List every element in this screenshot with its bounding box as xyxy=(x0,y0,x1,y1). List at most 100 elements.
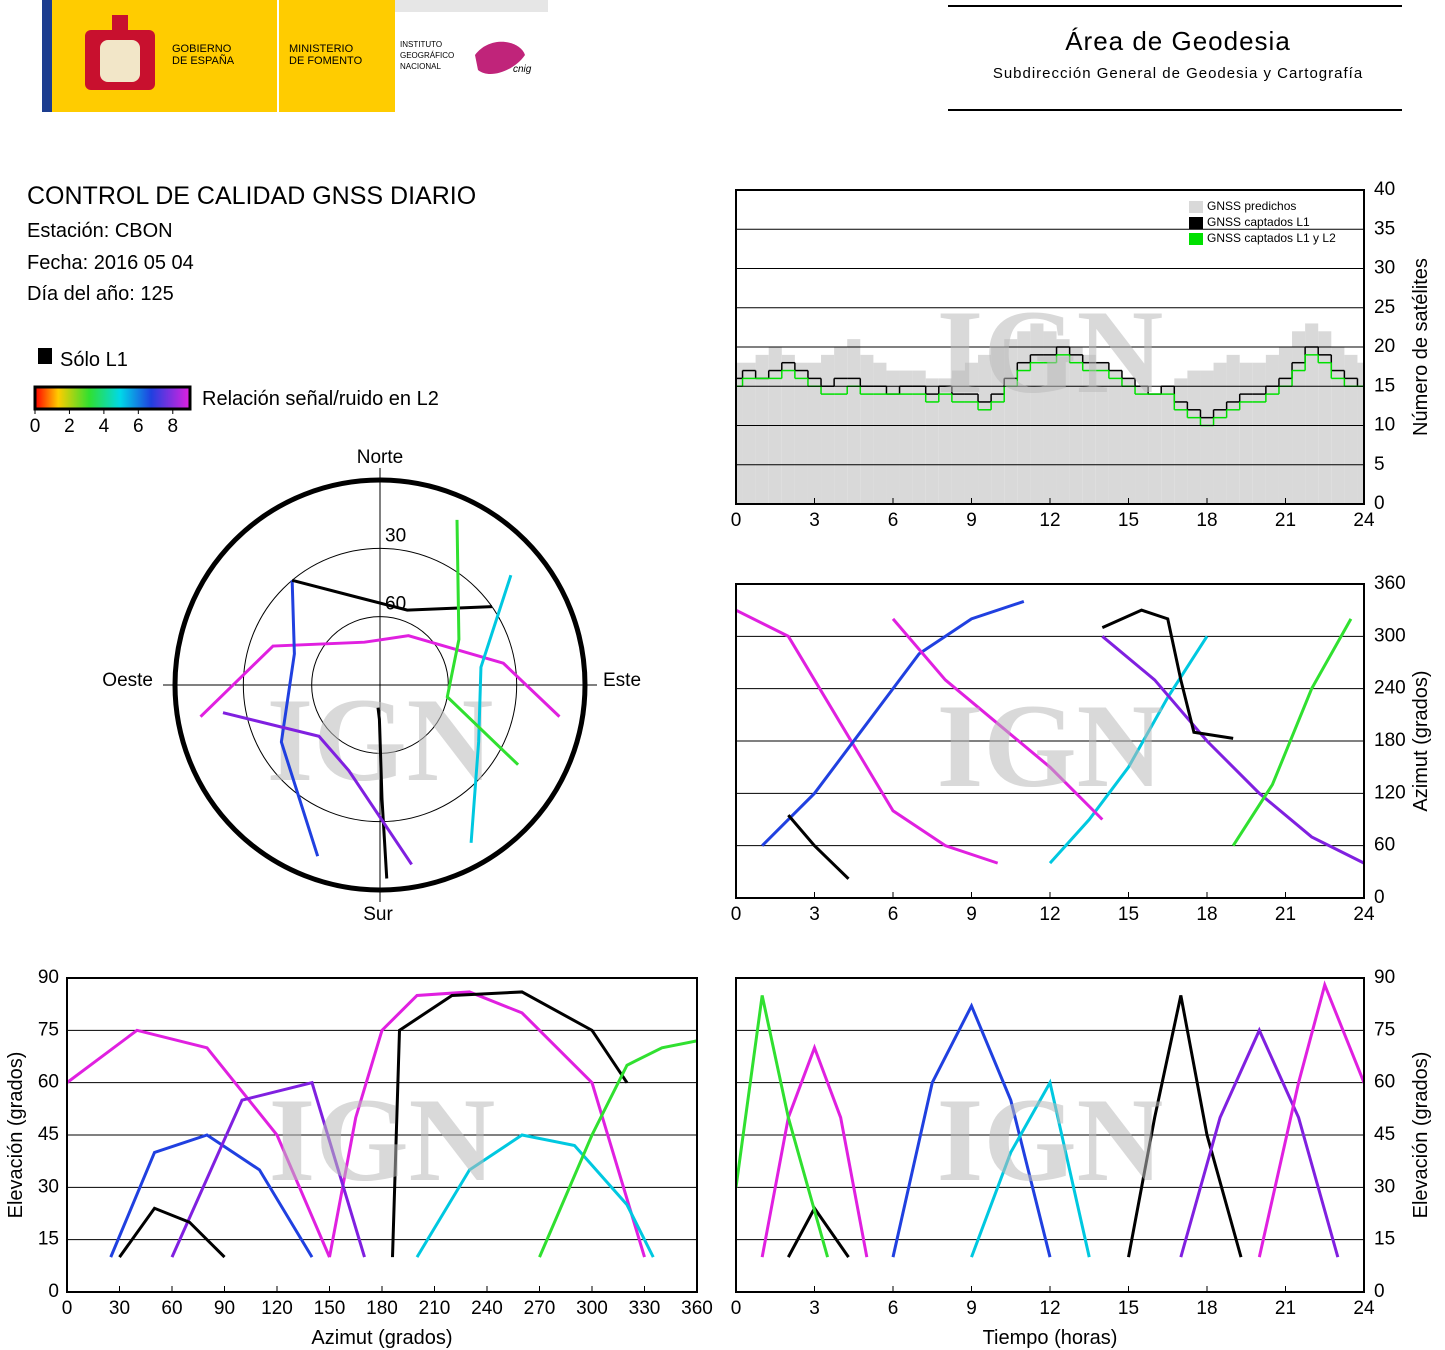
predicted-bar xyxy=(1305,323,1319,504)
x-tick-label: 330 xyxy=(629,1298,661,1319)
predicted-bar xyxy=(1200,370,1214,504)
x-tick-label: 21 xyxy=(1275,510,1296,531)
area-subtitle: Subdirección General de Geodesia y Carto… xyxy=(993,65,1363,82)
predicted-bar xyxy=(1161,386,1175,504)
x-tick-label: 3 xyxy=(809,904,820,925)
colorbar-label: Relación señal/ruido en L2 xyxy=(202,388,439,410)
predicted-bar xyxy=(736,362,743,504)
plot-area xyxy=(736,190,1364,504)
x-tick-label: 0 xyxy=(731,1298,742,1319)
x-tick-label: 0 xyxy=(62,1298,73,1319)
predicted-bar xyxy=(1357,362,1364,504)
predicted-bar xyxy=(1095,362,1109,504)
predicted-bar xyxy=(1030,323,1044,504)
x-tick-label: 24 xyxy=(1353,1298,1375,1319)
x-tick-label: 15 xyxy=(1118,510,1139,531)
plot-frame xyxy=(735,189,1365,505)
y-tick-label: 40 xyxy=(1374,179,1395,200)
colorbar-tick-label: 2 xyxy=(64,416,75,437)
x-tick-label: 18 xyxy=(1196,1298,1217,1319)
predicted-bar xyxy=(1148,394,1162,504)
gobierno-line: GOBIERNO xyxy=(172,43,232,55)
y-tick-label: 35 xyxy=(1374,218,1395,239)
date: Fecha: 2016 05 04 xyxy=(27,252,194,274)
instituto-line: NACIONAL xyxy=(400,62,441,71)
x-tick-label: 21 xyxy=(1275,904,1296,925)
satellite-track xyxy=(891,617,1104,821)
watermark: IGN xyxy=(937,1073,1164,1206)
satellite-track xyxy=(1127,995,1243,1258)
satellite-track xyxy=(787,814,850,880)
y-tick-label: 15 xyxy=(1374,1229,1395,1250)
predicted-bar xyxy=(1135,386,1149,504)
y-tick-label: 45 xyxy=(1374,1124,1395,1145)
y-axis-label: Número de satélites xyxy=(1410,258,1432,436)
satellite-track xyxy=(538,1039,697,1258)
predicted-bar xyxy=(1004,339,1018,504)
colorbar-tick-label: 6 xyxy=(133,416,144,437)
y-tick-label: 15 xyxy=(1374,375,1395,396)
x-tick-label: 21 xyxy=(1275,1298,1296,1319)
satellite-track xyxy=(170,1080,366,1258)
predicted-bar xyxy=(886,370,900,504)
satellite-track xyxy=(970,1078,1091,1258)
predicted-bar xyxy=(860,354,874,504)
y-tick-label: 300 xyxy=(1374,625,1406,646)
predicted-bar xyxy=(1265,354,1279,504)
x-tick-label: 0 xyxy=(731,510,742,531)
x-tick-label: 9 xyxy=(966,510,977,531)
y-tick-label: 20 xyxy=(1374,336,1395,357)
predicted-bar xyxy=(873,362,887,504)
predicted-bar xyxy=(1239,362,1253,504)
x-tick-label: 6 xyxy=(888,1298,899,1319)
satellite-track xyxy=(1101,608,1234,740)
instituto-line: GEOGRÁFICO xyxy=(400,51,454,60)
x-tick-label: 12 xyxy=(1039,904,1060,925)
y-tick-label: 90 xyxy=(1374,967,1395,988)
satellite-track xyxy=(761,600,1025,847)
instituto-line: INSTITUTO xyxy=(400,40,442,49)
legend-label: GNSS predichos xyxy=(1207,199,1296,213)
y-tick-label: 30 xyxy=(1374,258,1395,279)
predicted-bar xyxy=(847,339,861,504)
y-axis-label: Elevación (grados) xyxy=(5,1052,27,1219)
satellite-track xyxy=(760,1043,869,1258)
y-tick-label: 360 xyxy=(1374,573,1406,594)
flag-stripe xyxy=(42,0,52,112)
satellite-track xyxy=(328,990,646,1258)
predicted-bar xyxy=(742,362,756,504)
y-tick-label: 60 xyxy=(38,1072,59,1093)
y-tick-label: 180 xyxy=(1374,730,1406,751)
legend-label: GNSS captados L1 y L2 xyxy=(1207,231,1336,245)
satellite-track xyxy=(67,1028,331,1258)
colorbar-tick-label: 8 xyxy=(167,416,178,437)
satellite-track xyxy=(469,574,513,843)
x-tick-label: 9 xyxy=(966,1298,977,1319)
satellite-track xyxy=(1257,980,1364,1258)
x-tick-label: 240 xyxy=(471,1298,503,1319)
y-tick-label: 45 xyxy=(38,1124,59,1145)
satellite-track xyxy=(736,995,830,1258)
satellite-track xyxy=(391,990,629,1258)
predicted-bar xyxy=(1226,354,1240,504)
predicted-bar xyxy=(912,370,926,504)
y-tick-label: 30 xyxy=(1374,1176,1395,1197)
x-tick-label: 18 xyxy=(1196,510,1217,531)
y-tick-label: 10 xyxy=(1374,415,1395,436)
satellite-track xyxy=(199,634,561,718)
elevation-ring xyxy=(242,547,518,823)
x-tick-label: 24 xyxy=(1353,904,1375,925)
plot-frame xyxy=(735,583,1365,899)
x-tick-label: 6 xyxy=(888,510,899,531)
satellite-track xyxy=(1101,635,1364,865)
y-tick-label: 0 xyxy=(1374,887,1385,908)
cnig: cnig xyxy=(513,64,532,75)
plot-frame xyxy=(66,977,698,1293)
satellite-track xyxy=(118,1206,226,1259)
x-tick-label: 24 xyxy=(1353,510,1375,531)
legend-swatch xyxy=(1189,201,1203,213)
watermark: IGN xyxy=(937,679,1164,812)
predicted-bar xyxy=(964,362,979,504)
cnig-logo xyxy=(475,41,525,75)
satellite-track xyxy=(445,519,520,766)
